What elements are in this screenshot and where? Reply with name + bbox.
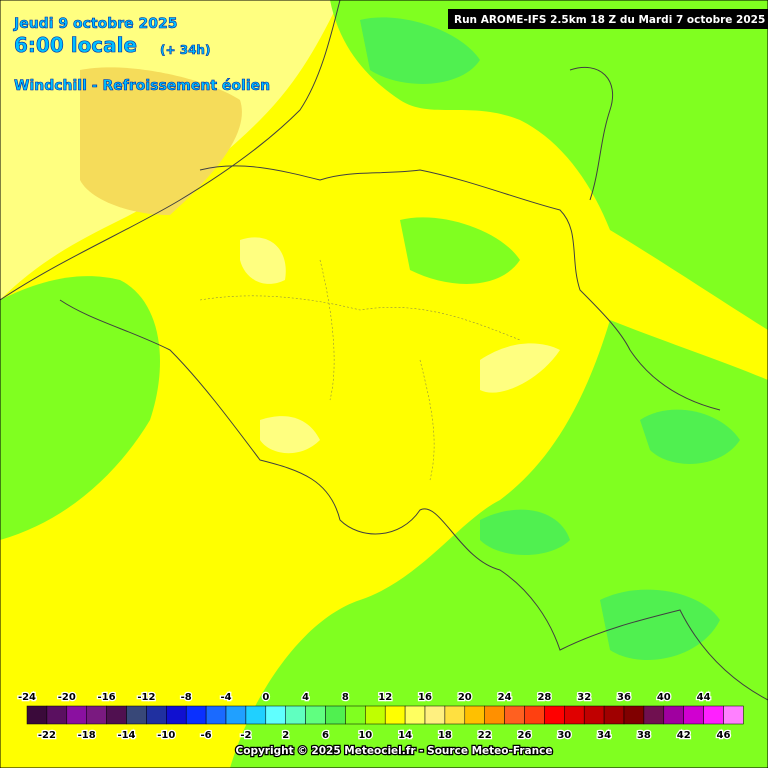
legend-swatch (245, 705, 267, 725)
legend-swatch (583, 705, 605, 725)
legend-swatch (26, 705, 48, 725)
legend-label: 24 (498, 692, 512, 703)
legend-label: 4 (302, 692, 309, 703)
legend-label: -8 (181, 692, 192, 703)
legend-label: 10 (358, 730, 372, 741)
time: 6:00 locale (14, 33, 137, 57)
legend-label: -6 (201, 730, 212, 741)
legend-swatch (86, 705, 107, 725)
legend-swatch (205, 705, 227, 725)
legend-swatch (146, 705, 167, 725)
legend-swatch (66, 705, 87, 725)
legend-label: -14 (117, 730, 135, 741)
legend-swatch (703, 705, 724, 725)
legend-label: -20 (58, 692, 76, 703)
legend-swatch (106, 705, 127, 725)
legend-label: 32 (577, 692, 591, 703)
legend-swatch (484, 705, 505, 725)
legend-label: 12 (378, 692, 392, 703)
legend-swatch (404, 705, 426, 725)
legend-swatch (623, 705, 645, 725)
legend-swatch (663, 705, 684, 725)
legend-swatch (325, 705, 346, 725)
legend-swatch (46, 705, 68, 725)
legend-label: -4 (220, 692, 231, 703)
legend-swatch (603, 705, 625, 725)
legend-label: 38 (637, 730, 651, 741)
legend-label: 26 (518, 730, 532, 741)
legend-label: 14 (398, 730, 412, 741)
legend-swatch (444, 705, 466, 725)
pale-zones (240, 237, 560, 454)
legend-label: -2 (240, 730, 251, 741)
legend-swatch (166, 705, 187, 725)
legend-swatch (265, 705, 286, 725)
legend-label: 40 (657, 692, 671, 703)
run: Run AROME-IFS 2.5km 18 Z du Mardi 7 octo… (454, 14, 765, 26)
lead: (+ 34h) (160, 43, 210, 57)
legend-swatch (643, 705, 665, 725)
legend-label: 0 (262, 692, 269, 703)
legend-swatch (524, 705, 545, 725)
legend-swatch (305, 705, 326, 725)
legend-label: -24 (18, 692, 36, 703)
legend-swatch (464, 705, 485, 725)
legend-swatch (564, 705, 585, 725)
border (569, 66, 614, 201)
darker-green-zones (360, 17, 740, 660)
legend-label: 8 (342, 692, 349, 703)
border (199, 165, 721, 411)
legend-label: -12 (137, 692, 155, 703)
legend-label: 22 (478, 730, 492, 741)
legend-swatch (185, 705, 207, 725)
legend-label: -16 (98, 692, 116, 703)
legend-label: 28 (537, 692, 551, 703)
legend-label: 42 (677, 730, 691, 741)
copyright: Copyright © 2025 Meteociel.fr - Source M… (236, 745, 553, 757)
legend-swatch (544, 705, 565, 725)
coastline (0, 0, 341, 301)
legend-label: 2 (282, 730, 289, 741)
legend-swatch (365, 705, 386, 725)
legend-label: 16 (418, 692, 432, 703)
legend-swatch (683, 705, 704, 725)
parameter: Windchill - Refroissement éolien (14, 78, 270, 94)
legend-label: 36 (617, 692, 631, 703)
legend-swatch (384, 705, 406, 725)
legend-label: 44 (697, 692, 711, 703)
legend-label: 30 (557, 730, 571, 741)
run-banner (448, 9, 768, 29)
legend-swatch (345, 705, 366, 725)
legend-swatch (285, 705, 306, 725)
region-border (199, 259, 521, 481)
legend-swatch (424, 705, 446, 725)
legend-label: 34 (597, 730, 611, 741)
legend-swatch (504, 705, 525, 725)
legend-label: -18 (78, 730, 96, 741)
date: Jeudi 9 octobre 2025 (13, 16, 177, 32)
color-legend: -24-22-20-18-16-14-12-10-8-6-4-202468101… (17, 691, 744, 742)
sea-zone (80, 67, 242, 215)
legend-label: 46 (717, 730, 731, 741)
legend-swatch (126, 705, 147, 725)
legend-label: 18 (438, 730, 452, 741)
border (59, 299, 768, 701)
legend-label: -10 (157, 730, 175, 741)
legend-label: -22 (38, 730, 56, 741)
legend-label: 20 (458, 692, 472, 703)
legend-swatch (723, 705, 744, 725)
legend-label: 6 (322, 730, 329, 741)
legend-swatch (225, 705, 247, 725)
